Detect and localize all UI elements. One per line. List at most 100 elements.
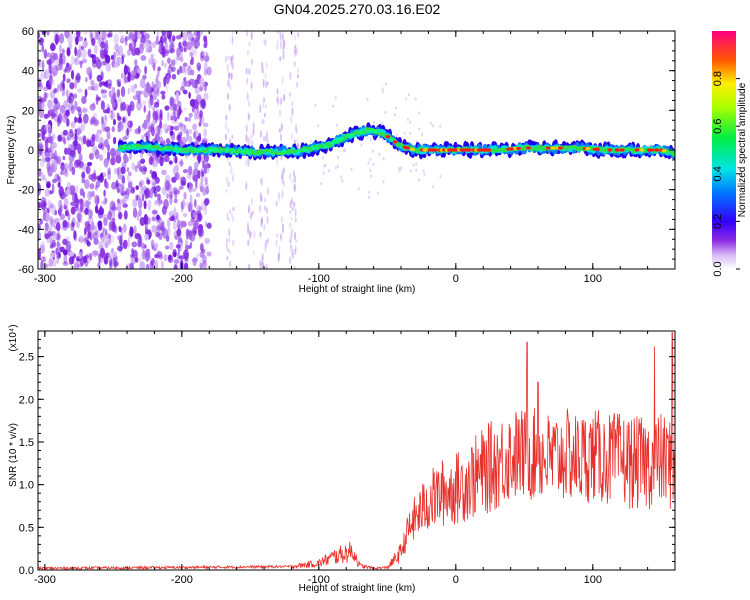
spectrogram-noise-blob	[135, 195, 139, 202]
spectrogram-noise-blob	[115, 179, 119, 188]
spectrogram-noise-blob	[203, 182, 209, 188]
spectrogram-noise-blob	[44, 188, 51, 197]
spectrogram-noise-blob	[137, 93, 141, 104]
spectrogram-noise-blob	[106, 33, 110, 38]
spectrogram-noise-blob	[124, 35, 128, 46]
spectrogram-noise-blob	[51, 239, 56, 247]
spectrogram-noise-blob	[193, 219, 199, 230]
spectrogram-faint-blob	[227, 55, 230, 61]
spectrogram-noise-blob	[85, 139, 92, 147]
spectrogram-noise-blob	[173, 251, 177, 258]
spectrogram-noise-blob	[39, 244, 46, 254]
spectrogram-noise-blob	[162, 228, 169, 239]
spectrogram-peak-cell	[661, 149, 667, 153]
spectrogram-noise-blob	[200, 98, 206, 108]
spectrogram-faint-blob	[252, 122, 255, 129]
spectrogram-ridge-highlight	[132, 145, 137, 149]
spectrogram-sparse-dot	[407, 92, 410, 97]
spectrogram-faint-blob	[293, 49, 296, 54]
spectrogram-noise-blob	[188, 201, 194, 211]
spectrogram-noise-blob	[153, 242, 159, 249]
spectrogram-noise-blob	[65, 64, 72, 73]
spectrogram-sparse-dot	[409, 120, 412, 124]
spectrogram-noise-blob	[70, 69, 75, 80]
spectrogram-noise-blob	[204, 197, 210, 205]
spectrogram-noise-blob	[48, 230, 52, 238]
spectrogram-noise-blob	[57, 134, 62, 142]
spectrogram-noise-blob	[141, 127, 146, 133]
spectrogram-faint-blob	[261, 68, 264, 74]
spectrogram-faint-blob	[224, 133, 227, 141]
spectrogram-noise-blob	[96, 96, 101, 101]
spectrogram-noise-blob	[40, 240, 45, 247]
snr-x-tick-label: -200	[171, 574, 193, 586]
spectrogram-sparse-dot	[397, 166, 400, 171]
spectrogram-noise-blob	[123, 155, 129, 164]
spectrogram-sparse-dot	[415, 162, 418, 166]
spectrogram-noise-blob	[84, 88, 88, 98]
spectrogram-noise-blob	[104, 126, 111, 133]
snr-y-ticks: 0.0 0.5 1.0 1.5 2.0 2.5	[19, 339, 675, 577]
spectrogram-noise-blob	[173, 258, 180, 265]
spectrogram-noise-blob	[107, 169, 112, 181]
spectrogram-noise-blob	[81, 120, 86, 132]
spectrogram-noise-blob	[39, 218, 43, 225]
spectrogram-noise-blob	[153, 191, 158, 198]
spectrogram-noise-blob	[165, 174, 171, 184]
spectrogram-faint-blob	[276, 45, 279, 50]
spectrogram-noise-blob	[157, 67, 160, 78]
spectrogram-sparse-dot	[343, 149, 346, 153]
spectrogram-noise-blob	[175, 212, 179, 220]
spectrogram-noise-blob	[63, 68, 67, 73]
spectrogram-noise-blob	[197, 132, 202, 144]
spectrogram-ridge-cell	[203, 150, 208, 153]
spectrogram-faint-blob	[248, 42, 251, 47]
spectrogram-faint-blob	[279, 97, 282, 107]
spectrogram-ridge-highlight	[368, 129, 373, 133]
spectrogram-noise-blob	[200, 242, 204, 252]
spectrogram-noise-blob	[38, 183, 42, 194]
spectrogram-faint-blob	[224, 121, 227, 130]
spectrogram-faint-blob	[276, 88, 279, 95]
spectrogram-noise-blob	[168, 160, 173, 165]
spectrogram-faint-blob	[224, 55, 227, 64]
spectrogram-faint-blob	[281, 226, 284, 234]
spectrogram-noise-blob	[68, 256, 74, 265]
spectrogram-noise-blob	[189, 194, 193, 204]
spectrogram-noise-blob	[183, 128, 189, 134]
spectrogram-noise-blob	[134, 233, 141, 240]
spectrogram-faint-blob	[231, 31, 234, 36]
spectrogram-noise-blob	[111, 251, 118, 258]
spectrogram-noise-blob	[38, 37, 44, 46]
spectrogram-noise-blob	[100, 41, 105, 49]
spectrogram-noise-blob	[73, 57, 80, 66]
spectrogram-noise-blob	[168, 43, 174, 54]
spectrogram-ridge-cell	[670, 151, 675, 154]
spectrogram-noise-blob	[49, 90, 56, 99]
spectrogram-noise-blob	[97, 220, 103, 231]
spectrogram-ridge-cell	[502, 149, 508, 153]
spectrogram-faint-blob	[294, 183, 297, 191]
spectrogram-faint-blob	[261, 217, 264, 226]
snr-y-axis-label: SNR (10 * v/v)	[8, 423, 19, 487]
spectrogram-noise-blob	[91, 37, 96, 46]
spectrogram-noise-blob	[66, 136, 72, 141]
spectrogram-faint-blob	[282, 55, 285, 60]
spectrogram-noise-blob	[163, 62, 167, 69]
spectrogram-noise-blob	[145, 263, 150, 269]
spectrogram-noise-blob	[73, 159, 80, 169]
spectrogram-noise-blob	[56, 116, 61, 127]
spectrogram-faint-blob	[227, 248, 230, 253]
spectrogram-faint-blob	[261, 62, 264, 70]
spectrogram-faint-blob	[276, 40, 279, 47]
spectrogram-noise-blob	[186, 130, 190, 142]
spectrogram-faint-blob	[250, 81, 253, 89]
spectrogram-faint-blob	[291, 206, 294, 212]
spectrogram-noise-blob	[203, 55, 210, 63]
spectrogram-noise-blob	[83, 255, 87, 264]
spectrogram-noise-blob	[143, 200, 147, 210]
spectrogram-noise-blob	[60, 164, 65, 173]
spectrogram-noise-blob	[152, 110, 159, 121]
spectrogram-faint-blob	[227, 181, 230, 188]
